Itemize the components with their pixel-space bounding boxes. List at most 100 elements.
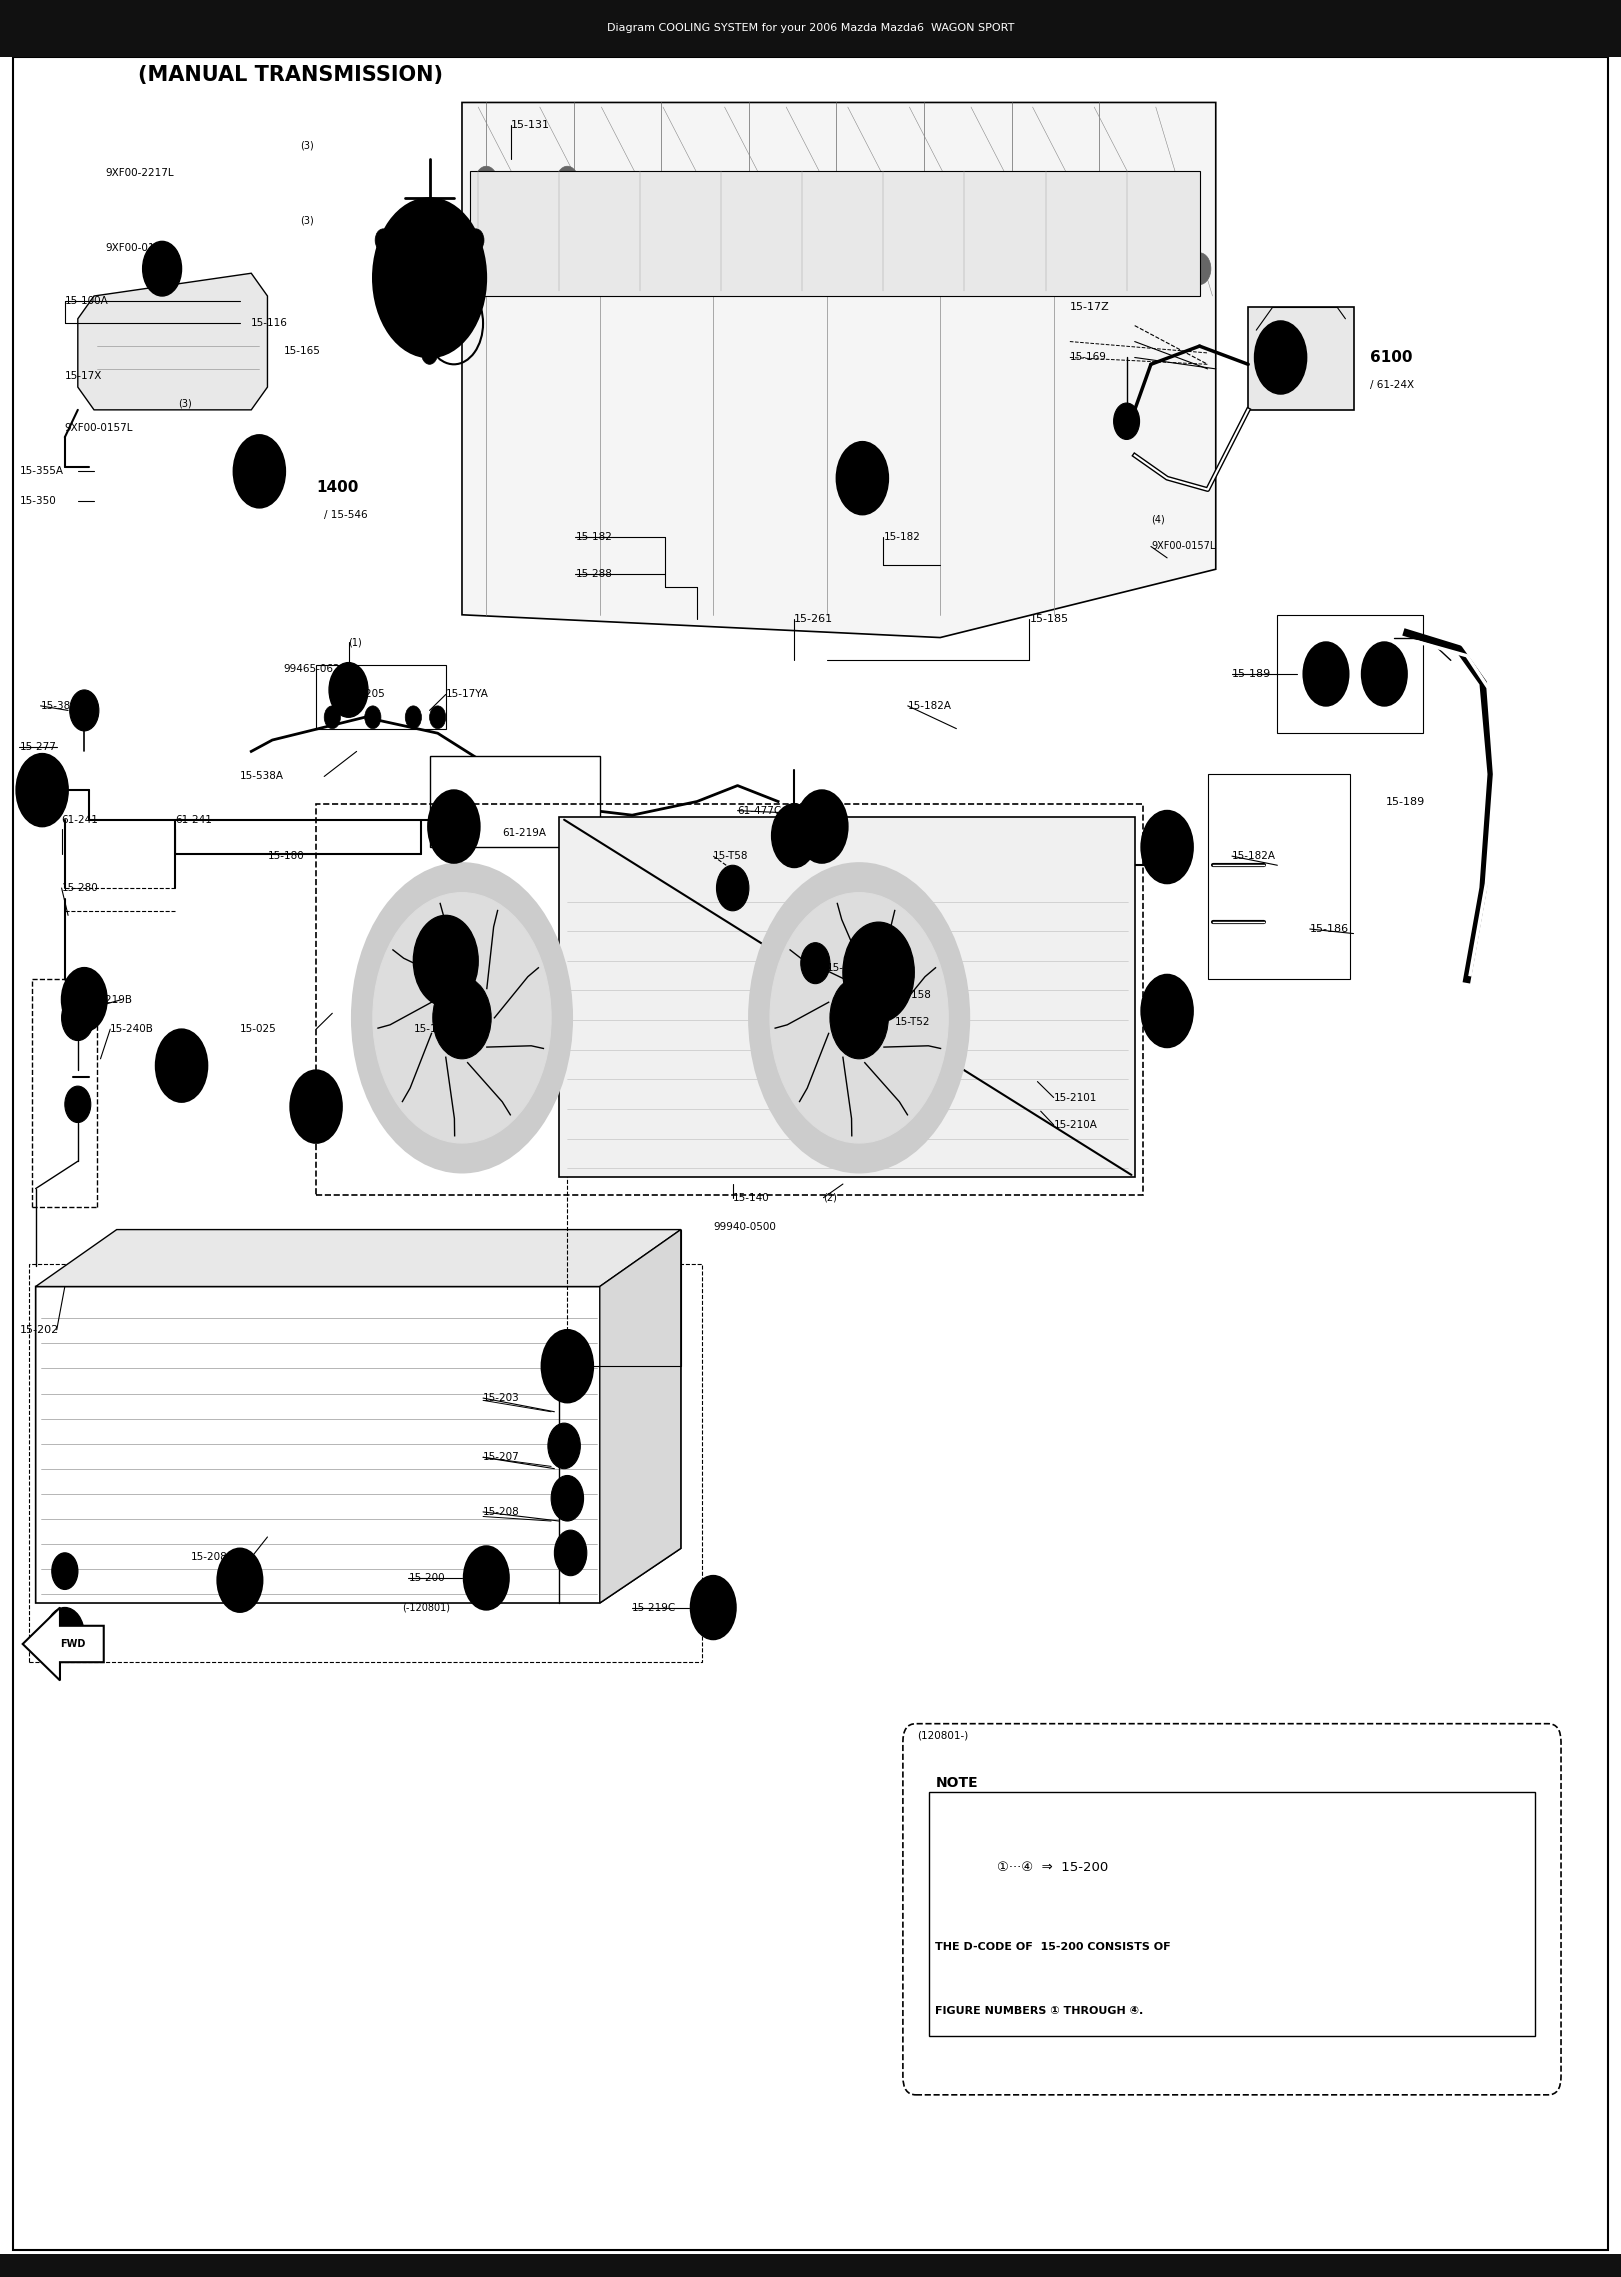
Text: W: W [815, 820, 828, 833]
Circle shape [421, 342, 438, 364]
FancyBboxPatch shape [1277, 615, 1423, 733]
Circle shape [290, 1070, 342, 1143]
Text: 15-240B: 15-240B [110, 1025, 154, 1034]
Text: 15-140A: 15-140A [413, 1025, 457, 1034]
Circle shape [1362, 642, 1407, 706]
FancyBboxPatch shape [470, 171, 1200, 296]
Text: 61-241: 61-241 [62, 815, 99, 824]
Circle shape [846, 1000, 872, 1036]
Circle shape [718, 198, 741, 230]
Circle shape [830, 977, 888, 1059]
Text: 15-17Z: 15-17Z [1070, 303, 1110, 312]
Text: 15-150: 15-150 [827, 963, 864, 972]
Polygon shape [36, 1230, 681, 1603]
Circle shape [1303, 642, 1349, 706]
Circle shape [1255, 321, 1307, 394]
Text: 15-208: 15-208 [483, 1507, 520, 1516]
Text: 15-169: 15-169 [1070, 353, 1107, 362]
FancyBboxPatch shape [929, 1792, 1535, 2036]
Text: Y: Y [1162, 840, 1172, 854]
Text: 15-277: 15-277 [19, 742, 57, 751]
Circle shape [691, 1576, 736, 1639]
Text: 15-2101: 15-2101 [1054, 1093, 1097, 1102]
Circle shape [1188, 253, 1211, 285]
FancyBboxPatch shape [559, 817, 1135, 1177]
Text: 15-288: 15-288 [575, 569, 613, 578]
Text: 15-387: 15-387 [41, 701, 78, 710]
Circle shape [233, 435, 285, 508]
Text: 1400: 1400 [316, 480, 358, 494]
Circle shape [961, 230, 984, 262]
Text: 15-219B: 15-219B [89, 995, 133, 1004]
Text: NOTE: NOTE [935, 1776, 977, 1790]
Circle shape [556, 166, 579, 198]
Circle shape [428, 790, 480, 863]
Text: 15-189: 15-189 [1386, 797, 1425, 806]
Text: 15-182: 15-182 [575, 533, 613, 542]
Text: FIGURE NUMBERS ① THROUGH ④.: FIGURE NUMBERS ① THROUGH ④. [935, 2006, 1143, 2015]
Text: X: X [858, 471, 867, 485]
Text: 61-219A: 61-219A [503, 829, 546, 838]
Circle shape [16, 754, 68, 827]
Text: 9XF00-0157L: 9XF00-0157L [1151, 542, 1216, 551]
Text: 15-203: 15-203 [483, 1394, 520, 1403]
Circle shape [548, 1423, 580, 1469]
Circle shape [65, 1086, 91, 1123]
FancyBboxPatch shape [430, 756, 600, 847]
Circle shape [541, 1330, 593, 1403]
Text: 15-186: 15-186 [1310, 924, 1349, 934]
Circle shape [373, 198, 486, 357]
Text: (-120801): (-120801) [402, 1603, 451, 1612]
Circle shape [433, 977, 491, 1059]
Circle shape [62, 968, 107, 1031]
Text: 15-355A: 15-355A [19, 467, 63, 476]
Polygon shape [36, 1230, 681, 1287]
Text: 15-T52: 15-T52 [895, 1018, 930, 1027]
Text: 15-208A: 15-208A [191, 1553, 235, 1562]
Circle shape [413, 255, 446, 301]
Text: (3): (3) [300, 141, 313, 150]
Text: 15-207: 15-207 [483, 1453, 520, 1462]
Text: 4: 4 [710, 1603, 716, 1612]
Circle shape [365, 706, 381, 729]
Text: (2): (2) [823, 1193, 838, 1202]
Text: (3): (3) [178, 398, 191, 408]
Polygon shape [23, 1608, 104, 1680]
Text: 15-350: 15-350 [19, 496, 57, 505]
Circle shape [1123, 246, 1146, 278]
Text: FWD: FWD [60, 1639, 86, 1649]
Text: 15-205: 15-205 [349, 690, 386, 699]
Circle shape [796, 790, 848, 863]
Text: Z: Z [449, 820, 459, 833]
Text: THE D-CODE OF  15-200 CONSISTS OF: THE D-CODE OF 15-200 CONSISTS OF [935, 1942, 1170, 1951]
Circle shape [836, 442, 888, 515]
Text: 99940-0500: 99940-0500 [713, 1223, 776, 1232]
Circle shape [62, 995, 94, 1041]
Text: Y: Y [1162, 1004, 1172, 1018]
Text: 15-100A: 15-100A [65, 296, 109, 305]
Text: W: W [310, 1100, 323, 1113]
Circle shape [143, 241, 182, 296]
Polygon shape [462, 102, 1216, 638]
Circle shape [475, 166, 498, 198]
FancyBboxPatch shape [903, 1724, 1561, 2095]
Text: Diagram COOLING SYSTEM for your 2006 Mazda Mazda6  WAGON SPORT: Diagram COOLING SYSTEM for your 2006 Maz… [606, 23, 1015, 34]
Circle shape [749, 863, 969, 1173]
Text: 9XF00-0157L: 9XF00-0157L [65, 424, 133, 433]
Text: 1: 1 [483, 1573, 490, 1583]
Text: (4): (4) [1151, 515, 1164, 524]
Text: 61-477C: 61-477C [738, 806, 781, 815]
Bar [0, 0, 1621, 57]
Polygon shape [600, 1230, 681, 1603]
Text: 15-T58: 15-T58 [713, 852, 749, 861]
Circle shape [551, 1475, 584, 1521]
Text: 15-219C: 15-219C [632, 1603, 676, 1612]
Circle shape [449, 1000, 475, 1036]
FancyBboxPatch shape [1208, 774, 1350, 979]
Text: 61-241: 61-241 [175, 815, 212, 824]
Circle shape [799, 212, 822, 244]
Text: 15-189: 15-189 [1232, 669, 1271, 679]
Text: 15-17X: 15-17X [65, 371, 102, 380]
Bar [0, 2254, 1621, 2277]
Text: Y: Y [562, 1359, 572, 1373]
